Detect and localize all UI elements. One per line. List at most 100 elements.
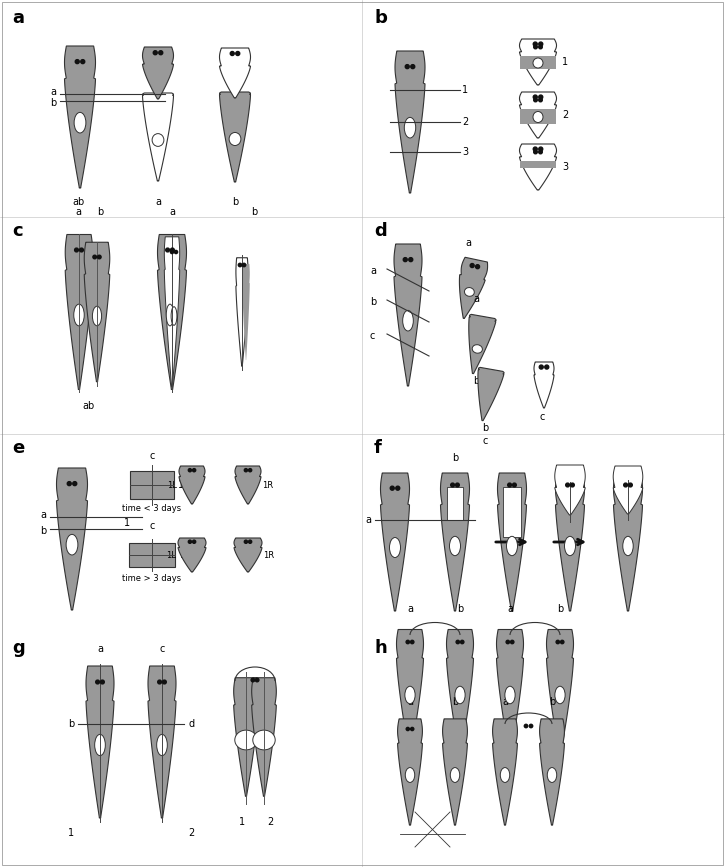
Circle shape (560, 641, 564, 643)
Ellipse shape (455, 687, 465, 704)
Circle shape (471, 264, 474, 268)
Text: a: a (502, 697, 508, 707)
Ellipse shape (152, 134, 164, 147)
Ellipse shape (565, 537, 576, 556)
Polygon shape (179, 466, 205, 504)
Circle shape (236, 51, 240, 55)
Polygon shape (442, 719, 468, 825)
Circle shape (510, 641, 514, 643)
Ellipse shape (450, 537, 460, 556)
Text: 1L: 1L (167, 480, 177, 490)
Text: 2: 2 (462, 117, 468, 127)
Ellipse shape (555, 687, 565, 704)
Ellipse shape (95, 734, 105, 756)
Text: a: a (465, 238, 471, 248)
Ellipse shape (623, 537, 633, 556)
Circle shape (244, 468, 247, 472)
Circle shape (251, 678, 254, 681)
Text: b: b (232, 197, 238, 207)
Circle shape (193, 540, 196, 544)
Text: a: a (407, 697, 413, 707)
Ellipse shape (389, 538, 400, 557)
Text: b: b (97, 207, 103, 217)
Circle shape (524, 724, 528, 727)
Text: 1: 1 (178, 480, 184, 490)
Text: 1R: 1R (262, 480, 273, 490)
Circle shape (170, 248, 174, 252)
Polygon shape (503, 487, 521, 537)
Circle shape (539, 98, 542, 101)
Circle shape (72, 482, 77, 486)
Circle shape (539, 365, 543, 369)
Polygon shape (520, 109, 557, 124)
Polygon shape (460, 257, 488, 318)
Ellipse shape (157, 734, 167, 756)
Ellipse shape (66, 534, 78, 555)
Polygon shape (534, 362, 554, 408)
Text: b: b (482, 423, 488, 433)
Text: h: h (374, 639, 386, 657)
Polygon shape (555, 465, 585, 515)
Text: 1: 1 (124, 518, 130, 528)
Text: b: b (374, 9, 387, 27)
Ellipse shape (235, 730, 257, 750)
Circle shape (249, 540, 252, 544)
Polygon shape (497, 629, 523, 754)
Polygon shape (441, 473, 470, 611)
Circle shape (539, 42, 543, 46)
Text: c: c (482, 436, 488, 446)
Polygon shape (129, 543, 175, 567)
Polygon shape (148, 666, 176, 818)
Circle shape (153, 51, 157, 55)
Circle shape (188, 468, 191, 472)
Circle shape (239, 264, 241, 267)
Polygon shape (233, 678, 258, 796)
Circle shape (75, 248, 78, 252)
Text: time > 3 days: time > 3 days (123, 574, 181, 583)
Ellipse shape (166, 304, 174, 326)
Circle shape (75, 60, 79, 63)
Polygon shape (447, 487, 463, 520)
Text: a: a (507, 603, 513, 614)
Polygon shape (520, 56, 557, 69)
Text: 3: 3 (562, 162, 568, 172)
Ellipse shape (450, 767, 460, 782)
Polygon shape (242, 264, 250, 360)
Circle shape (410, 641, 414, 643)
Text: b: b (549, 697, 555, 707)
Ellipse shape (74, 304, 84, 326)
Polygon shape (447, 629, 473, 754)
Text: ab: ab (82, 401, 94, 411)
Polygon shape (143, 93, 173, 181)
Circle shape (544, 365, 549, 369)
Circle shape (556, 641, 560, 643)
Circle shape (255, 678, 259, 681)
Text: b: b (457, 603, 463, 614)
Circle shape (507, 483, 512, 487)
Circle shape (534, 150, 537, 153)
Polygon shape (252, 678, 276, 796)
Circle shape (539, 147, 543, 151)
Text: d: d (188, 719, 194, 729)
Circle shape (539, 45, 542, 49)
Circle shape (460, 641, 464, 643)
Circle shape (80, 248, 83, 252)
Text: time < 3 days: time < 3 days (123, 504, 181, 513)
Circle shape (409, 257, 413, 262)
Ellipse shape (533, 58, 543, 68)
Circle shape (410, 727, 414, 731)
Ellipse shape (505, 687, 515, 704)
Text: a: a (169, 207, 175, 217)
Polygon shape (469, 315, 496, 374)
Text: g: g (12, 639, 25, 657)
Text: b: b (557, 603, 563, 614)
Polygon shape (220, 48, 251, 98)
Polygon shape (65, 46, 96, 188)
Circle shape (170, 251, 173, 254)
Circle shape (396, 486, 399, 490)
Circle shape (67, 482, 71, 486)
Text: 1L: 1L (166, 551, 176, 559)
Text: 1: 1 (462, 85, 468, 95)
Circle shape (405, 65, 409, 68)
Text: 1: 1 (239, 817, 245, 827)
